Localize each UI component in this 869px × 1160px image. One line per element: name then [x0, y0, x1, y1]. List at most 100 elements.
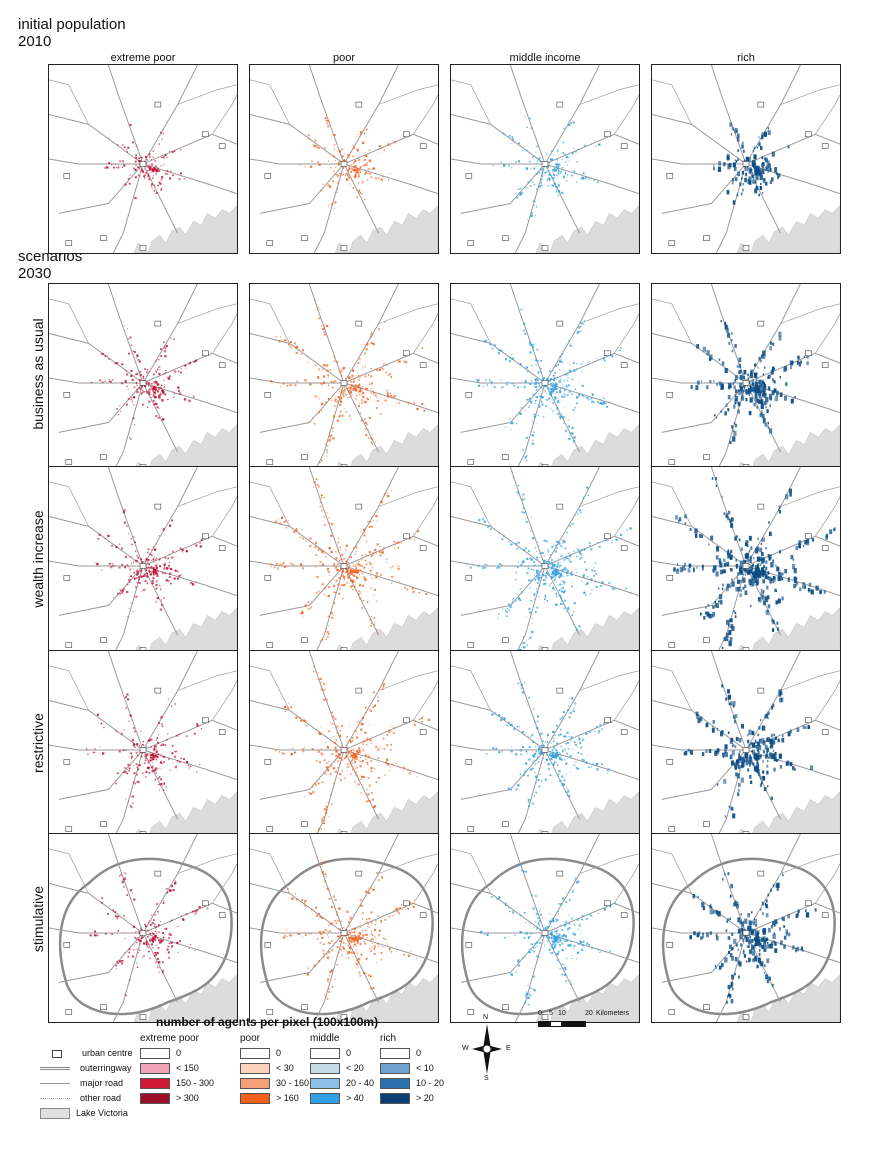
major-road	[343, 932, 438, 964]
major-road	[343, 382, 380, 453]
urban-centre-icon	[556, 687, 564, 694]
urban-centre-icon	[604, 717, 611, 724]
urban-centre-icon	[266, 826, 274, 832]
major-road	[710, 284, 747, 384]
urban-centre-icon	[757, 101, 765, 108]
legend-group-middle: middle 0 < 20 20 - 40 > 40	[310, 1033, 374, 1105]
compass-north: N	[483, 1014, 489, 1021]
urban-centre-icon	[556, 870, 564, 877]
major-road	[514, 749, 546, 839]
legend-swatch	[380, 1048, 410, 1060]
urban-centre-icon	[340, 563, 348, 569]
urban-centre-icon	[703, 821, 710, 827]
major-road	[142, 719, 237, 751]
major-road	[509, 834, 546, 934]
legend-label: 150 - 300	[176, 1078, 215, 1088]
urban-centre-icon	[805, 717, 812, 724]
heading-line-1: initial population	[18, 16, 126, 33]
urban-centre-icon	[502, 235, 509, 241]
major-road	[544, 382, 581, 453]
major-road	[142, 535, 237, 567]
major-road	[451, 79, 491, 125]
legend-item: < 20	[310, 1061, 364, 1075]
map-canvas	[652, 651, 840, 839]
major-road	[142, 382, 237, 414]
urban-centre-icon	[668, 642, 676, 648]
major-road	[343, 535, 438, 567]
map-canvas	[652, 65, 840, 253]
urban-centre-icon	[340, 1014, 348, 1020]
map-business-as-usual-extreme-poor	[48, 283, 238, 473]
map-canvas	[451, 65, 639, 253]
major-road	[250, 79, 290, 125]
major-road	[710, 834, 747, 934]
urban-centre-icon	[154, 870, 162, 877]
legend-swatch	[380, 1093, 410, 1105]
major-road	[250, 560, 344, 567]
urban-centre-icon	[63, 942, 71, 948]
legend-swatch	[380, 1078, 410, 1090]
urban-centre-icon	[340, 245, 348, 251]
urban-centre-icon	[202, 717, 209, 724]
map-canvas	[250, 284, 438, 472]
urban-centre-icon	[403, 350, 410, 357]
major-road	[544, 719, 639, 751]
urban-centre-icon	[202, 350, 209, 357]
urban-centre-icon	[703, 637, 710, 643]
major-road	[745, 902, 840, 934]
map-stimulative-rich	[651, 833, 841, 1023]
urban-centre-icon	[742, 747, 750, 753]
urban-centre-icon	[666, 575, 674, 581]
map-canvas	[451, 651, 639, 839]
urban-centre-icon	[139, 161, 147, 167]
major-road	[509, 65, 546, 165]
urban-centre-icon	[218, 729, 226, 735]
urban-centre-icon	[154, 320, 162, 327]
urban-centre-icon	[668, 240, 676, 246]
urban-centre-icon	[703, 1004, 710, 1010]
lake-victoria-area	[133, 205, 237, 253]
major-road	[544, 65, 600, 165]
key-outerringway: outerringway	[40, 1061, 160, 1075]
major-road	[211, 863, 237, 904]
legend-group-poor: poor 0 < 30 30 - 160 > 160	[240, 1033, 309, 1105]
key-label: urban centre	[82, 1048, 133, 1058]
major-road	[107, 651, 144, 751]
legend-label: 0	[276, 1048, 282, 1058]
legend-label: > 160	[276, 1093, 299, 1103]
urban-centre-icon	[821, 143, 829, 149]
urban-centre-icon	[467, 1009, 475, 1015]
urban-centre-icon	[668, 1009, 676, 1015]
urban-centre-icon	[502, 1004, 509, 1010]
major-road	[211, 680, 237, 721]
urban-centre-icon	[63, 173, 71, 179]
scale-tick-10: 10	[558, 1010, 566, 1017]
legend-item: 0	[140, 1046, 181, 1060]
major-road	[142, 467, 198, 567]
major-road	[259, 749, 345, 800]
major-road	[661, 163, 747, 214]
major-road	[514, 163, 546, 253]
major-road	[451, 927, 545, 934]
legend-label: > 20	[416, 1093, 434, 1103]
urban-centre-icon	[465, 942, 473, 948]
major-road	[49, 699, 144, 751]
major-road	[49, 560, 143, 567]
urban-centre-icon	[556, 101, 564, 108]
major-road	[814, 863, 840, 904]
major-road	[142, 382, 179, 453]
urban-centre-icon	[467, 459, 475, 465]
urban-centre-icon	[139, 1014, 147, 1020]
lake-victoria-area	[535, 607, 639, 655]
scale-segment	[550, 1021, 562, 1027]
legend-swatch	[140, 1048, 170, 1060]
major-road	[652, 882, 747, 934]
urban-centre-icon	[264, 173, 272, 179]
urban-centre-icon	[757, 687, 765, 694]
major-road	[250, 665, 290, 711]
major-road	[49, 665, 89, 711]
major-road	[343, 719, 438, 751]
major-road	[661, 749, 747, 800]
urban-centre-icon	[502, 821, 509, 827]
major-road	[142, 284, 198, 384]
